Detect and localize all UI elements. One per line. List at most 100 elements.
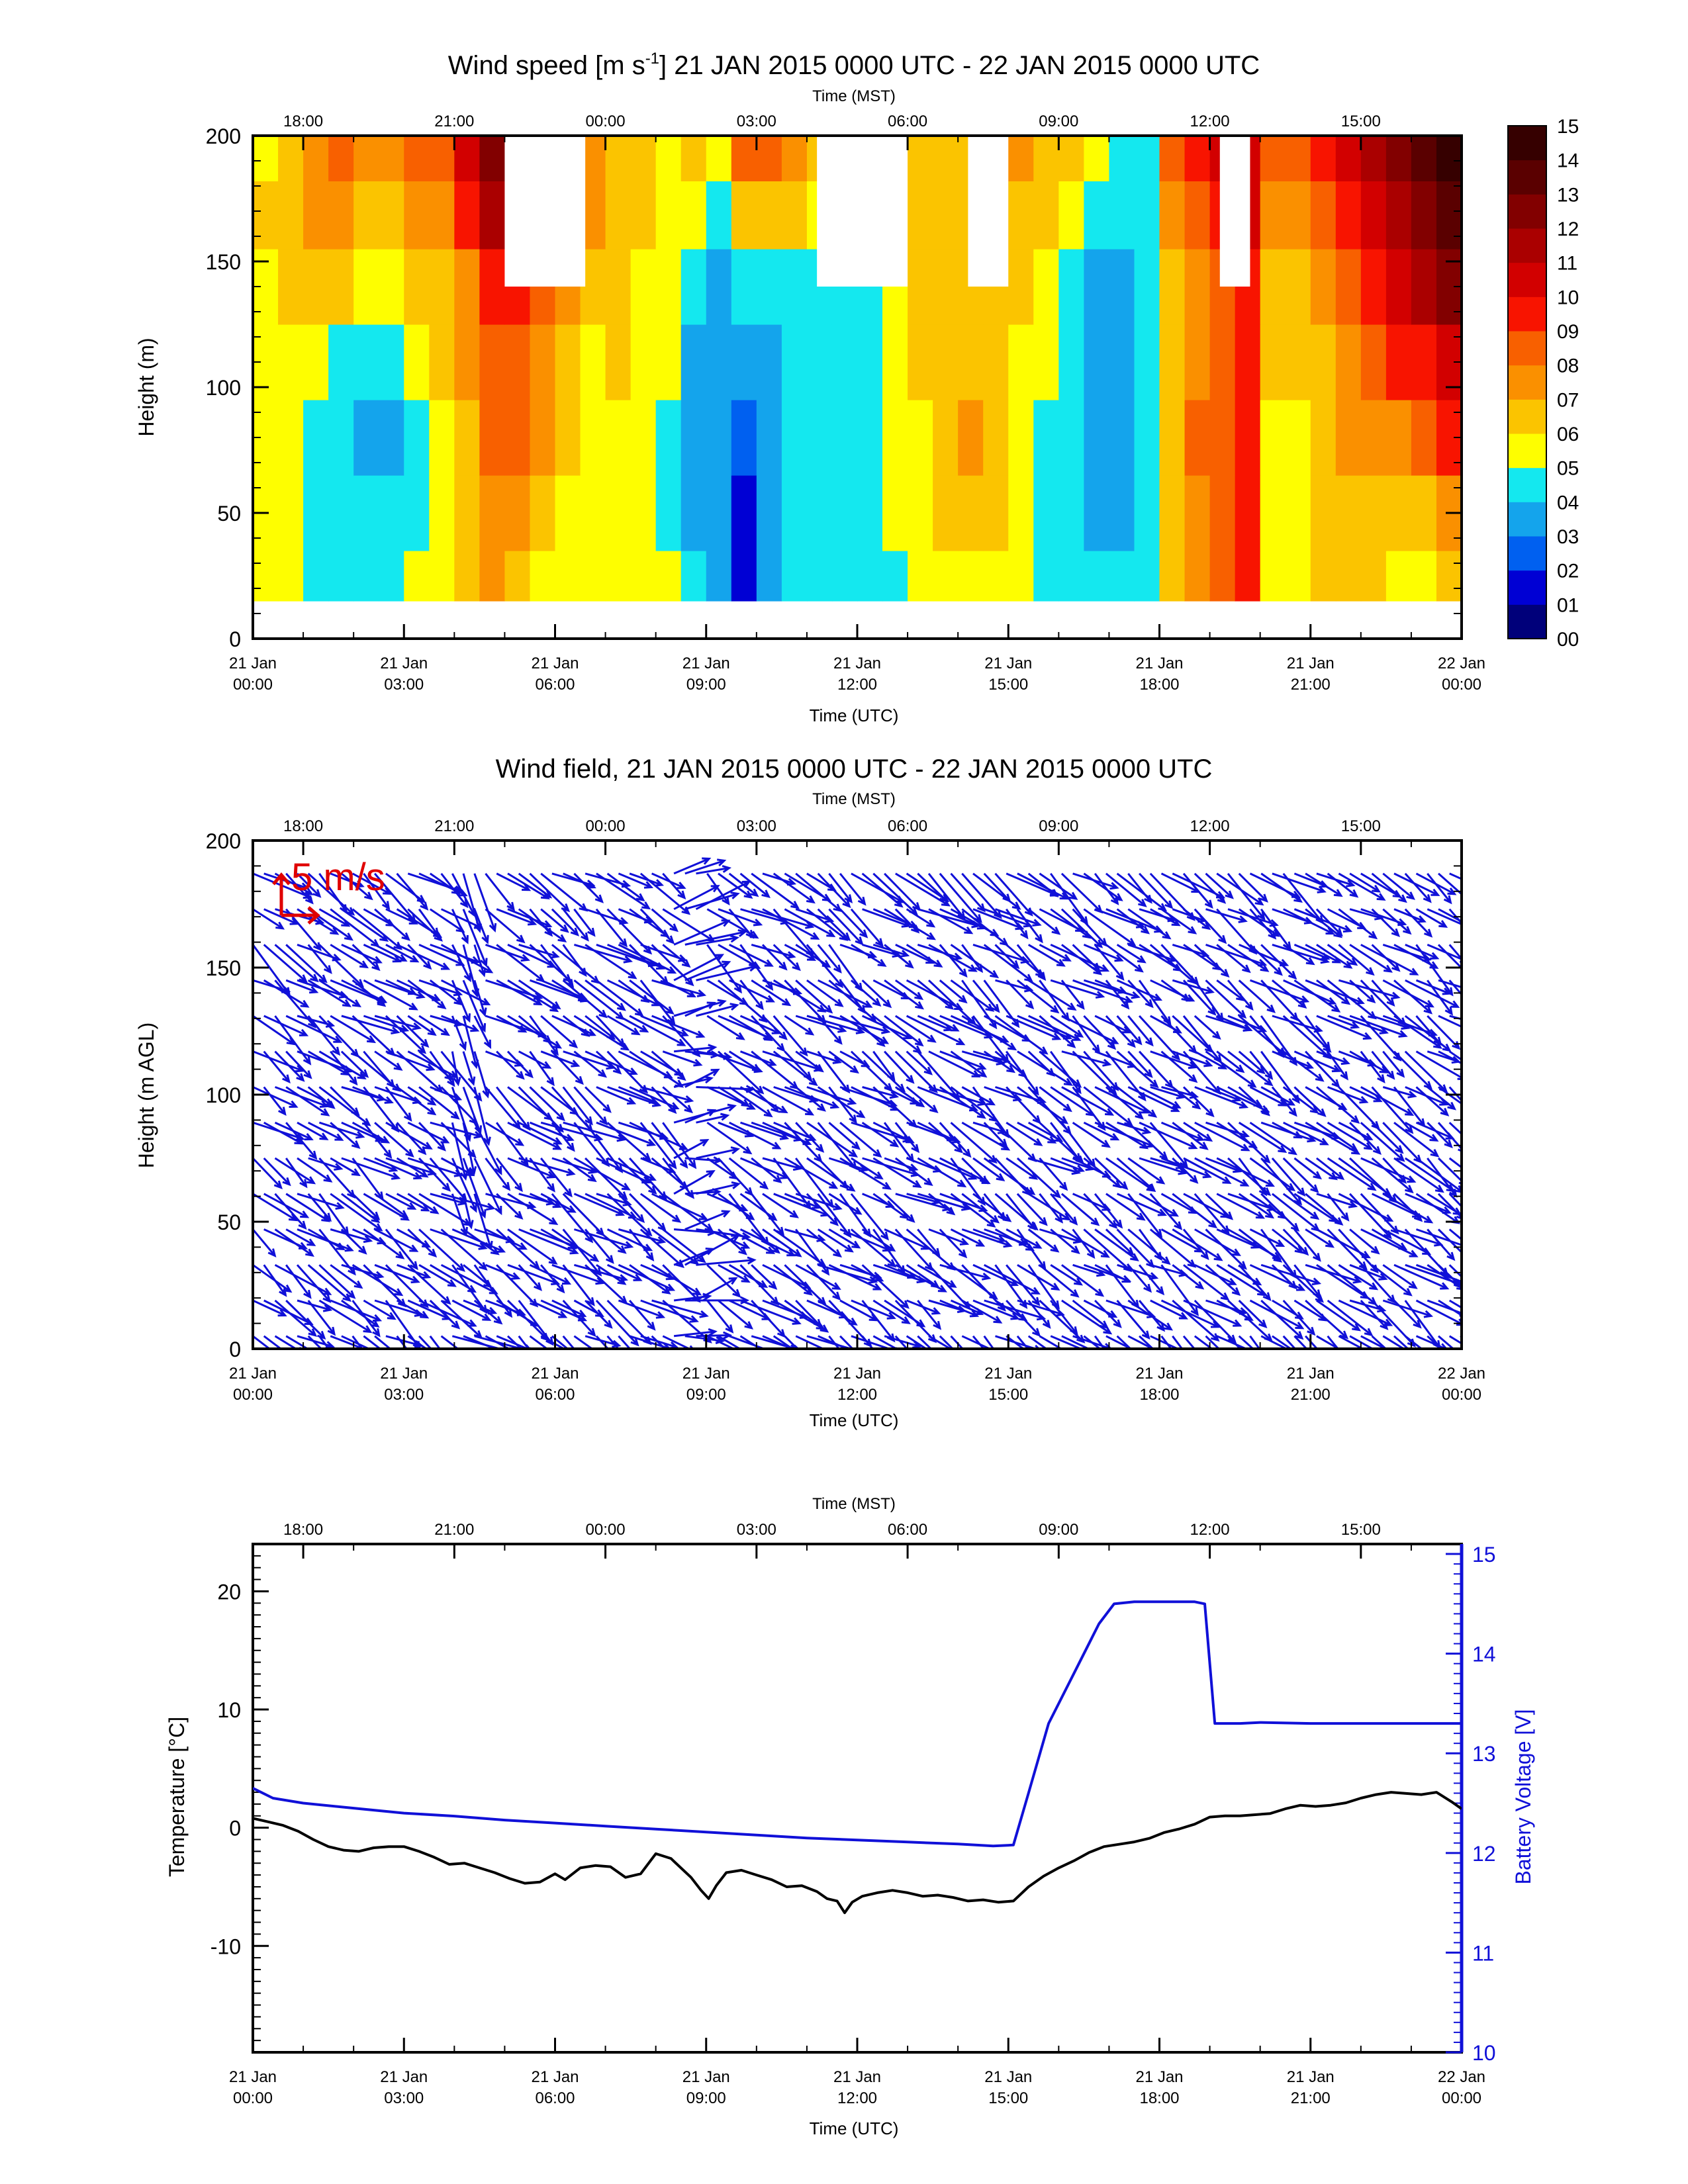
wind-vector: [518, 1050, 552, 1069]
wind-vector: [1105, 1228, 1135, 1256]
wind-vector: [473, 1122, 502, 1175]
wind-vector: [573, 1086, 608, 1126]
speed-cell: [756, 400, 782, 476]
wind-vector: [1227, 1299, 1274, 1342]
colorbar-frame: [1507, 125, 1547, 639]
speed-cell: [303, 324, 329, 400]
wind-vector: [1349, 1122, 1382, 1156]
speed-cell: [1285, 249, 1311, 325]
wind-vector: [1393, 1335, 1410, 1349]
wind-vector: [894, 979, 924, 1000]
speed-cell: [404, 136, 430, 181]
top-x-tick-label: 00:00: [586, 113, 626, 130]
wind-vector: [1427, 1228, 1456, 1261]
wind-vector: [806, 1050, 842, 1064]
speed-cell: [908, 136, 933, 181]
x-tick-label-date: 21 Jan: [1287, 655, 1335, 672]
speed-cell: [328, 136, 354, 181]
wind-vector: [1360, 1086, 1415, 1116]
top-x-tick-label: 03:00: [737, 1521, 776, 1539]
speed-cell: [504, 475, 531, 551]
speed-cell: [429, 400, 455, 476]
wind-vector: [318, 1299, 373, 1334]
wind-vector: [263, 1264, 287, 1297]
wind-vector: [983, 872, 1011, 903]
speed-cell: [605, 551, 632, 602]
speed-cell: [1109, 551, 1135, 602]
speed-cell: [806, 400, 833, 476]
wind-vector: [1360, 1193, 1399, 1235]
wind-vector: [1160, 1050, 1198, 1083]
speed-cell: [706, 551, 732, 602]
speed-cell: [1008, 181, 1034, 250]
wind-vector: [1061, 1050, 1112, 1067]
speed-cell: [1411, 324, 1437, 400]
wind-vector: [1094, 1015, 1131, 1034]
speed-cell: [831, 475, 858, 551]
wind-vector: [263, 944, 308, 983]
speed-cell: [1159, 475, 1186, 551]
x-tick-label-date: 21 Jan: [682, 2068, 730, 2086]
wind-vector: [1449, 872, 1462, 880]
wind-vector: [1315, 1086, 1360, 1124]
wind-vector: [1105, 944, 1144, 973]
speed-cell: [1184, 551, 1211, 602]
speed-cell: [655, 324, 682, 400]
wind-vector: [363, 1264, 407, 1308]
wind-vector: [1172, 1157, 1199, 1184]
speed-cell: [580, 400, 606, 476]
wind-vector: [806, 1264, 841, 1301]
colorbar-label: 05: [1557, 458, 1579, 480]
wind-vector: [1249, 908, 1277, 940]
wind-vector: [1194, 1121, 1250, 1152]
wind-vector: [1371, 979, 1395, 1007]
speed-cell: [1084, 136, 1110, 181]
wind-vector: [884, 944, 914, 969]
wind-vector: [1172, 1299, 1220, 1342]
wind-vector: [706, 1300, 734, 1334]
wind-vector: [1238, 979, 1276, 1013]
colorbar-label: 11: [1557, 253, 1577, 275]
wind-vector: [274, 1299, 318, 1338]
wind-vector: [917, 1264, 957, 1288]
wind-vector: [1448, 944, 1462, 961]
wind-vector: [518, 1264, 542, 1291]
wind-vector: [1260, 944, 1297, 980]
wind-vector: [994, 944, 1020, 970]
wind-vector: [1017, 1086, 1069, 1124]
wind-vector: [1060, 979, 1085, 1010]
wind-vector: [296, 872, 322, 898]
wind-vector: [861, 1335, 874, 1349]
wind-vector: [773, 1335, 794, 1349]
wind-vector: [629, 872, 665, 887]
wind-vector: [761, 944, 788, 971]
speed-cell: [379, 249, 404, 325]
wind-vector: [1094, 1050, 1137, 1068]
wind-vector: [1049, 1050, 1082, 1095]
wind-vector: [1017, 872, 1069, 900]
wind-vector: [983, 1335, 995, 1349]
wind-vector: [330, 944, 369, 969]
wind-vector: [496, 1015, 528, 1033]
wind-vector: [1094, 1335, 1105, 1349]
wind-field-top-xlabel: Time (MST): [812, 790, 896, 808]
wind-vector: [1083, 1193, 1118, 1229]
wind-vector: [1338, 872, 1386, 901]
wind-vector: [1427, 979, 1454, 1016]
top-x-tick-label: 12:00: [1190, 817, 1230, 835]
x-tick-label-date: 21 Jan: [380, 1365, 428, 1383]
speed-cell: [1285, 551, 1311, 602]
wind-vector: [1194, 979, 1224, 1022]
wind-vector: [274, 1335, 302, 1349]
wind-vector: [662, 979, 696, 997]
y-left-tick-label: -10: [211, 1934, 241, 1958]
wind-vector: [861, 1121, 900, 1148]
wind-vector: [1127, 1299, 1174, 1331]
wind-vector: [1438, 1299, 1462, 1320]
wind-vector: [518, 1335, 530, 1349]
wind-vector: [729, 979, 775, 1003]
speed-cell: [731, 249, 757, 325]
wind-vector: [1182, 1086, 1215, 1118]
wind-vector: [330, 1015, 377, 1044]
wind-vector: [1116, 944, 1147, 964]
